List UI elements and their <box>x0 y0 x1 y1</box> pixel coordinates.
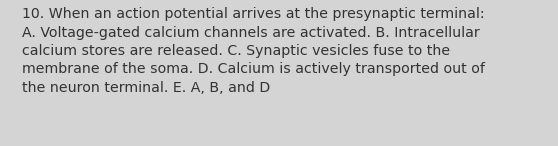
Text: 10. When an action potential arrives at the presynaptic terminal:
A. Voltage-gat: 10. When an action potential arrives at … <box>22 7 485 95</box>
